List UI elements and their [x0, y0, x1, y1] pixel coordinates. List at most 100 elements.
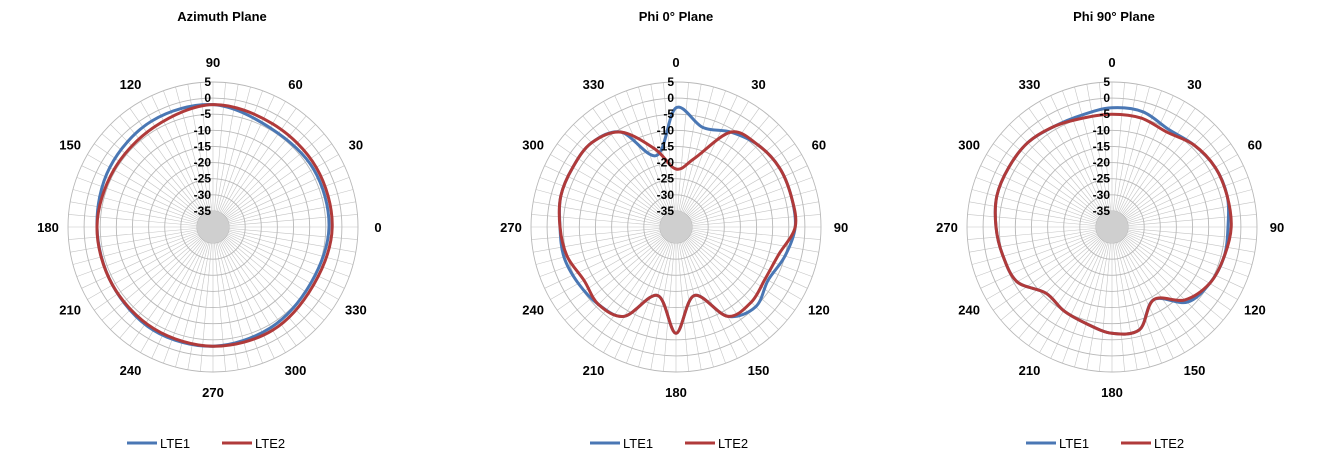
spoke-line	[971, 189, 1113, 228]
grid-ring	[67, 81, 359, 373]
chart-title: Phi 90° Plane	[1073, 9, 1155, 24]
spoke-line	[1111, 133, 1224, 228]
spoke-line	[675, 226, 808, 289]
series-line-lte2	[993, 112, 1233, 336]
polar-chart-phi90: Phi 90° Plane 5 0 -5 -10 -15 -20 -25 -30 -35 0 30 6…	[936, 9, 1284, 451]
spoke-line	[1028, 108, 1113, 228]
grid-ring	[115, 129, 311, 325]
spoke-line	[101, 226, 214, 321]
series-line-lte2	[95, 103, 334, 348]
spoke-line	[129, 226, 214, 346]
spoke-line	[573, 226, 677, 330]
spoke-line	[163, 90, 214, 228]
spoke-line	[1111, 201, 1255, 228]
angle-label: 60	[1248, 138, 1262, 153]
spoke-line	[971, 226, 1113, 265]
spoke-line	[675, 226, 738, 359]
spoke-line	[1111, 214, 1257, 228]
spoke-line	[212, 165, 345, 228]
spoke-line	[675, 226, 813, 277]
spoke-line	[212, 226, 339, 300]
spoke-line	[1111, 101, 1185, 228]
spoke-line	[212, 101, 286, 228]
spoke-line	[1111, 226, 1174, 359]
radial-tick-label: -15	[1093, 139, 1111, 153]
grid-ring	[164, 178, 262, 276]
spoke-line	[675, 226, 817, 265]
spoke-line	[1111, 226, 1138, 370]
spoke-line	[675, 226, 714, 368]
radial-tick-label: 0	[1103, 91, 1110, 105]
radial-tick-label: -35	[194, 204, 212, 218]
spoke-line	[87, 226, 214, 300]
spoke-line	[1018, 115, 1113, 228]
spoke-line	[980, 165, 1113, 228]
spoke-line	[1062, 226, 1113, 364]
spoke-line	[675, 154, 802, 228]
radial-tick-label: -30	[657, 188, 675, 202]
radial-tick-label: -5	[200, 107, 211, 121]
angle-label: 120	[808, 303, 830, 318]
spoke-line	[533, 226, 677, 253]
angle-label: 90	[1270, 220, 1284, 235]
spoke-line	[212, 143, 332, 228]
spoke-line	[675, 165, 808, 228]
spoke-line	[975, 226, 1113, 277]
spoke-line	[212, 95, 275, 228]
spoke-line	[592, 226, 677, 346]
spoke-line	[675, 95, 738, 228]
spoke-line	[675, 143, 795, 228]
polar-spokes	[967, 82, 1257, 372]
spoke-line	[1086, 84, 1113, 228]
grid-ring	[546, 97, 806, 357]
spoke-line	[140, 101, 214, 228]
spoke-line	[140, 226, 214, 353]
spoke-line	[212, 226, 297, 346]
spoke-line	[200, 226, 214, 372]
angle-label: 330	[345, 303, 367, 318]
grid-ring	[966, 81, 1258, 373]
spoke-line	[675, 226, 795, 311]
spoke-line	[675, 189, 817, 228]
spoke-line	[675, 124, 779, 228]
spoke-line	[1111, 226, 1185, 353]
spoke-line	[675, 177, 813, 228]
spoke-line	[1111, 143, 1231, 228]
angle-label: 180	[37, 220, 59, 235]
legend-label-lte1: LTE1	[623, 436, 653, 451]
spoke-line	[212, 226, 275, 359]
spoke-line	[675, 226, 802, 300]
spoke-line	[1111, 115, 1206, 228]
spoke-line	[212, 226, 226, 372]
spoke-line	[557, 226, 677, 311]
grid-ring	[1079, 194, 1145, 260]
grid-ring	[982, 97, 1242, 357]
spoke-line	[212, 124, 316, 228]
angle-label: 240	[958, 303, 980, 318]
angle-label: 30	[349, 138, 363, 153]
angle-label: 240	[120, 363, 142, 378]
grid-ring	[1047, 162, 1177, 292]
radial-tick-label: -5	[1099, 107, 1110, 121]
spoke-line	[175, 226, 214, 368]
spoke-line	[614, 226, 677, 359]
radial-tick-label: -25	[1093, 172, 1111, 186]
spoke-line	[969, 226, 1113, 253]
spoke-line	[1074, 86, 1113, 228]
spoke-line	[675, 133, 788, 228]
spoke-line	[212, 214, 358, 228]
grid-ring	[148, 162, 278, 292]
spoke-line	[110, 226, 214, 330]
spoke-line	[544, 165, 677, 228]
spoke-line	[72, 189, 214, 228]
spoke-line	[212, 133, 325, 228]
angle-label: 150	[59, 138, 81, 153]
radial-tick-label: 0	[667, 91, 674, 105]
spoke-line	[993, 143, 1113, 228]
spoke-line	[212, 154, 339, 228]
spoke-line	[550, 154, 677, 228]
spoke-line	[675, 226, 819, 253]
spoke-line	[1028, 226, 1113, 346]
angle-label: 60	[812, 138, 826, 153]
chart-panel-azimuth: Azimuth Plane 5 0 -5 -10 -15 -20 -25 -30 -35 0 30 6…	[0, 0, 446, 454]
